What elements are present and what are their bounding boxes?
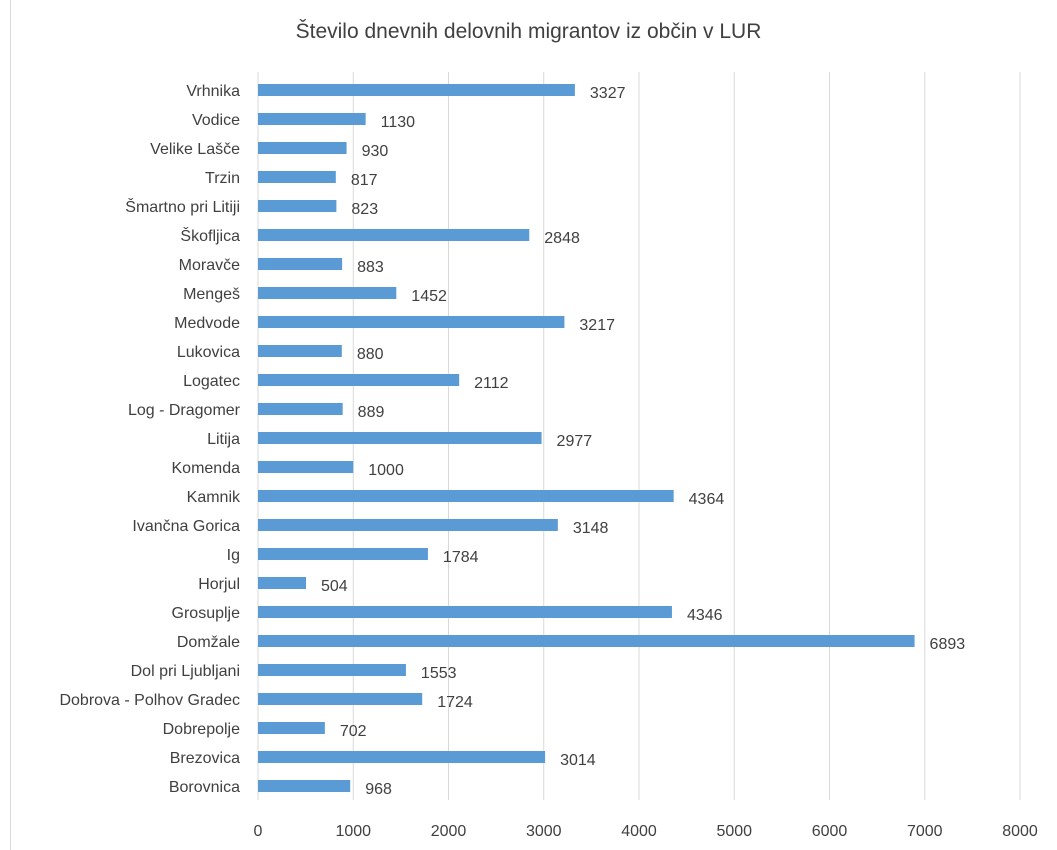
bar (258, 200, 337, 212)
x-tick-label: 3000 (526, 823, 562, 840)
chart-title: Število dnevnih delovnih migrantov iz ob… (295, 20, 762, 43)
data-label: 504 (321, 578, 348, 595)
x-tick-label: 0 (254, 823, 263, 840)
bar (258, 229, 530, 241)
category-label: Kamnik (187, 489, 241, 506)
data-label: 817 (351, 172, 378, 189)
category-label: Ig (227, 547, 240, 564)
x-tick-label: 4000 (621, 823, 657, 840)
bar (258, 113, 366, 125)
data-label: 823 (351, 201, 378, 218)
x-tick-label: 1000 (335, 823, 371, 840)
category-label: Škofljica (180, 226, 240, 245)
data-label: 889 (358, 404, 385, 421)
chart-frame-line (10, 0, 11, 850)
data-label: 2848 (544, 230, 580, 247)
category-label: Domžale (177, 634, 240, 651)
bar (258, 635, 915, 647)
category-label: Logatec (183, 373, 240, 390)
x-tick-label: 2000 (431, 823, 467, 840)
category-label: Log - Dragomer (128, 402, 241, 419)
category-label: Mengeš (183, 286, 240, 303)
bar (258, 606, 672, 618)
category-label: Lukovica (177, 344, 240, 361)
category-label: Vodice (192, 112, 240, 129)
bar (258, 171, 336, 183)
data-label: 1130 (381, 114, 416, 131)
bar (258, 577, 307, 589)
data-label: 1724 (437, 694, 473, 711)
data-label: 1784 (443, 549, 479, 566)
category-label: Medvode (174, 315, 240, 332)
category-label: Dobrova - Polhov Gradec (59, 692, 240, 709)
category-label: Brezovica (170, 750, 240, 767)
bar (258, 548, 428, 560)
bar (258, 780, 351, 792)
bar (258, 519, 558, 531)
data-label: 2112 (474, 375, 509, 392)
data-label: 4346 (687, 607, 723, 624)
data-label: 3014 (560, 752, 596, 769)
category-label: Grosuplje (172, 605, 241, 622)
data-label: 3217 (579, 317, 615, 334)
bar (258, 722, 325, 734)
bar (258, 403, 343, 415)
data-label: 883 (357, 259, 384, 276)
x-tick-label: 8000 (1002, 823, 1038, 840)
bar (258, 664, 406, 676)
category-label: Ivančna Gorica (132, 518, 240, 535)
data-label: 702 (340, 723, 367, 740)
data-label: 6893 (930, 636, 966, 653)
bar (258, 751, 546, 763)
bar (258, 490, 674, 502)
category-label: Litija (207, 431, 240, 448)
bar (258, 461, 354, 473)
bar (258, 374, 460, 386)
data-label: 3148 (573, 520, 609, 537)
category-label: Šmartno pri Litiji (125, 197, 240, 216)
bar (258, 432, 542, 444)
category-label: Borovnica (169, 779, 240, 796)
x-tick-label: 6000 (812, 823, 848, 840)
bar (258, 693, 423, 705)
data-label: 4364 (689, 491, 725, 508)
bar (258, 84, 575, 96)
category-label: Moravče (179, 257, 240, 274)
data-label: 2977 (557, 433, 593, 450)
bar (258, 316, 565, 328)
category-label: Vrhnika (186, 83, 240, 100)
category-label: Dol pri Ljubljani (131, 663, 240, 680)
bar (258, 142, 347, 154)
bar (258, 287, 397, 299)
category-label: Velike Lašče (150, 141, 240, 158)
data-label: 880 (357, 346, 384, 363)
data-label: 1000 (368, 462, 404, 479)
category-label: Komenda (172, 460, 241, 477)
bar (258, 345, 342, 357)
bar (258, 258, 343, 270)
x-tick-label: 7000 (907, 823, 943, 840)
data-label: 3327 (590, 85, 626, 102)
data-label: 1553 (421, 665, 457, 682)
category-label: Dobrepolje (163, 721, 240, 738)
data-label: 1452 (411, 288, 447, 305)
category-label: Horjul (198, 576, 240, 593)
category-label: Trzin (205, 170, 240, 187)
data-label: 968 (365, 781, 392, 798)
data-label: 930 (362, 143, 389, 160)
x-tick-label: 5000 (716, 823, 752, 840)
